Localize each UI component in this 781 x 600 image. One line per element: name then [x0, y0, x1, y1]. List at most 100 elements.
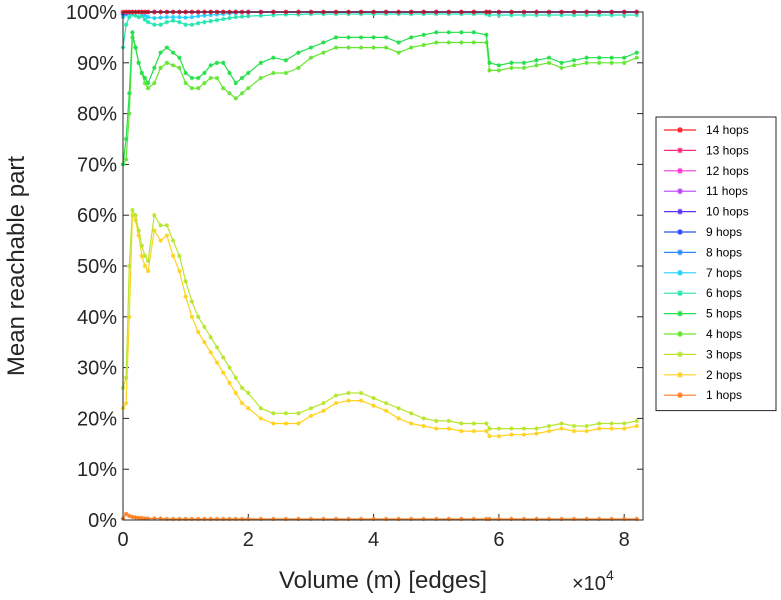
data-point [142, 263, 148, 269]
data-point [471, 30, 477, 35]
data-point [189, 75, 195, 81]
data-point [434, 516, 439, 522]
legend-swatch-marker [677, 127, 683, 133]
data-point [584, 12, 589, 18]
data-point [521, 432, 527, 437]
data-point [534, 431, 539, 436]
data-point [534, 516, 539, 522]
data-point [434, 40, 439, 45]
legend-item: 5 hops [664, 307, 742, 321]
data-point [609, 516, 614, 522]
data-point [139, 515, 144, 521]
data-point [208, 334, 213, 340]
data-point [396, 516, 401, 522]
data-point [283, 70, 289, 76]
data-point [421, 32, 426, 38]
data-point [296, 411, 301, 416]
data-point [221, 60, 226, 65]
data-point [127, 14, 132, 20]
legend-label: 12 hops [706, 164, 749, 178]
y-tick-label: 10% [77, 459, 117, 481]
data-point [145, 14, 151, 20]
data-point [333, 393, 339, 398]
data-point [421, 516, 426, 522]
data-point [571, 423, 577, 429]
data-point [164, 60, 170, 65]
legend-label: 14 hops [706, 123, 749, 137]
data-point [208, 12, 213, 18]
data-point [202, 13, 207, 18]
data-point [214, 12, 220, 17]
data-point [123, 511, 129, 517]
legend-label: 10 hops [706, 205, 749, 219]
data-point [622, 426, 627, 431]
data-point [145, 19, 151, 25]
data-point [496, 68, 502, 73]
data-point [396, 406, 401, 411]
data-point [634, 418, 639, 424]
data-point [296, 65, 301, 71]
y-tick-label: 0% [88, 510, 117, 532]
legend-label: 2 hops [706, 368, 742, 382]
legend-item: 12 hops [664, 164, 749, 178]
data-point [333, 400, 339, 406]
data-point [383, 516, 389, 522]
data-point [609, 421, 614, 426]
legend-swatch-marker [677, 392, 683, 399]
data-point [158, 516, 163, 521]
data-point [139, 253, 144, 259]
data-point [227, 91, 232, 96]
data-point [233, 14, 238, 20]
data-point [484, 421, 489, 426]
data-point [145, 80, 151, 86]
data-point [183, 70, 188, 76]
data-point [246, 13, 251, 19]
data-point [127, 111, 132, 116]
data-point [202, 340, 207, 345]
data-point [139, 70, 144, 76]
data-point [584, 516, 589, 522]
data-point [158, 238, 163, 243]
data-point [634, 12, 639, 18]
data-point [208, 18, 213, 24]
data-point [622, 60, 627, 65]
data-point [346, 516, 351, 522]
data-point [202, 324, 207, 330]
data-point [283, 58, 289, 63]
legend-item: 11 hops [664, 184, 748, 198]
data-point [221, 370, 226, 375]
data-point [177, 268, 182, 274]
data-point [383, 45, 389, 50]
data-point [183, 15, 188, 20]
data-point [609, 426, 614, 431]
data-point [487, 516, 492, 522]
data-point [130, 514, 135, 520]
data-point [227, 516, 232, 522]
data-point [152, 22, 157, 27]
data-point [271, 55, 276, 60]
series-line [122, 31, 637, 165]
data-point [164, 45, 170, 50]
data-point [177, 253, 182, 259]
data-point [421, 416, 426, 421]
data-point [208, 63, 213, 68]
legend-label: 4 hops [706, 327, 742, 341]
data-point [584, 423, 589, 429]
data-point [164, 233, 170, 238]
series-line [122, 13, 637, 48]
data-point [202, 80, 207, 86]
x-axis-multiplier: ×104 [572, 567, 614, 595]
data-point [271, 516, 276, 522]
legend-swatch-marker [677, 208, 683, 215]
data-point [459, 516, 464, 522]
data-point [214, 17, 220, 23]
data-point [308, 516, 314, 522]
data-point [622, 421, 627, 426]
data-point [170, 516, 176, 522]
data-point [258, 516, 264, 522]
data-point [546, 428, 552, 434]
y-axis-label: Mean reachable part [3, 156, 30, 376]
data-point [408, 421, 414, 426]
series-layer [120, 9, 639, 522]
data-point [484, 32, 489, 38]
